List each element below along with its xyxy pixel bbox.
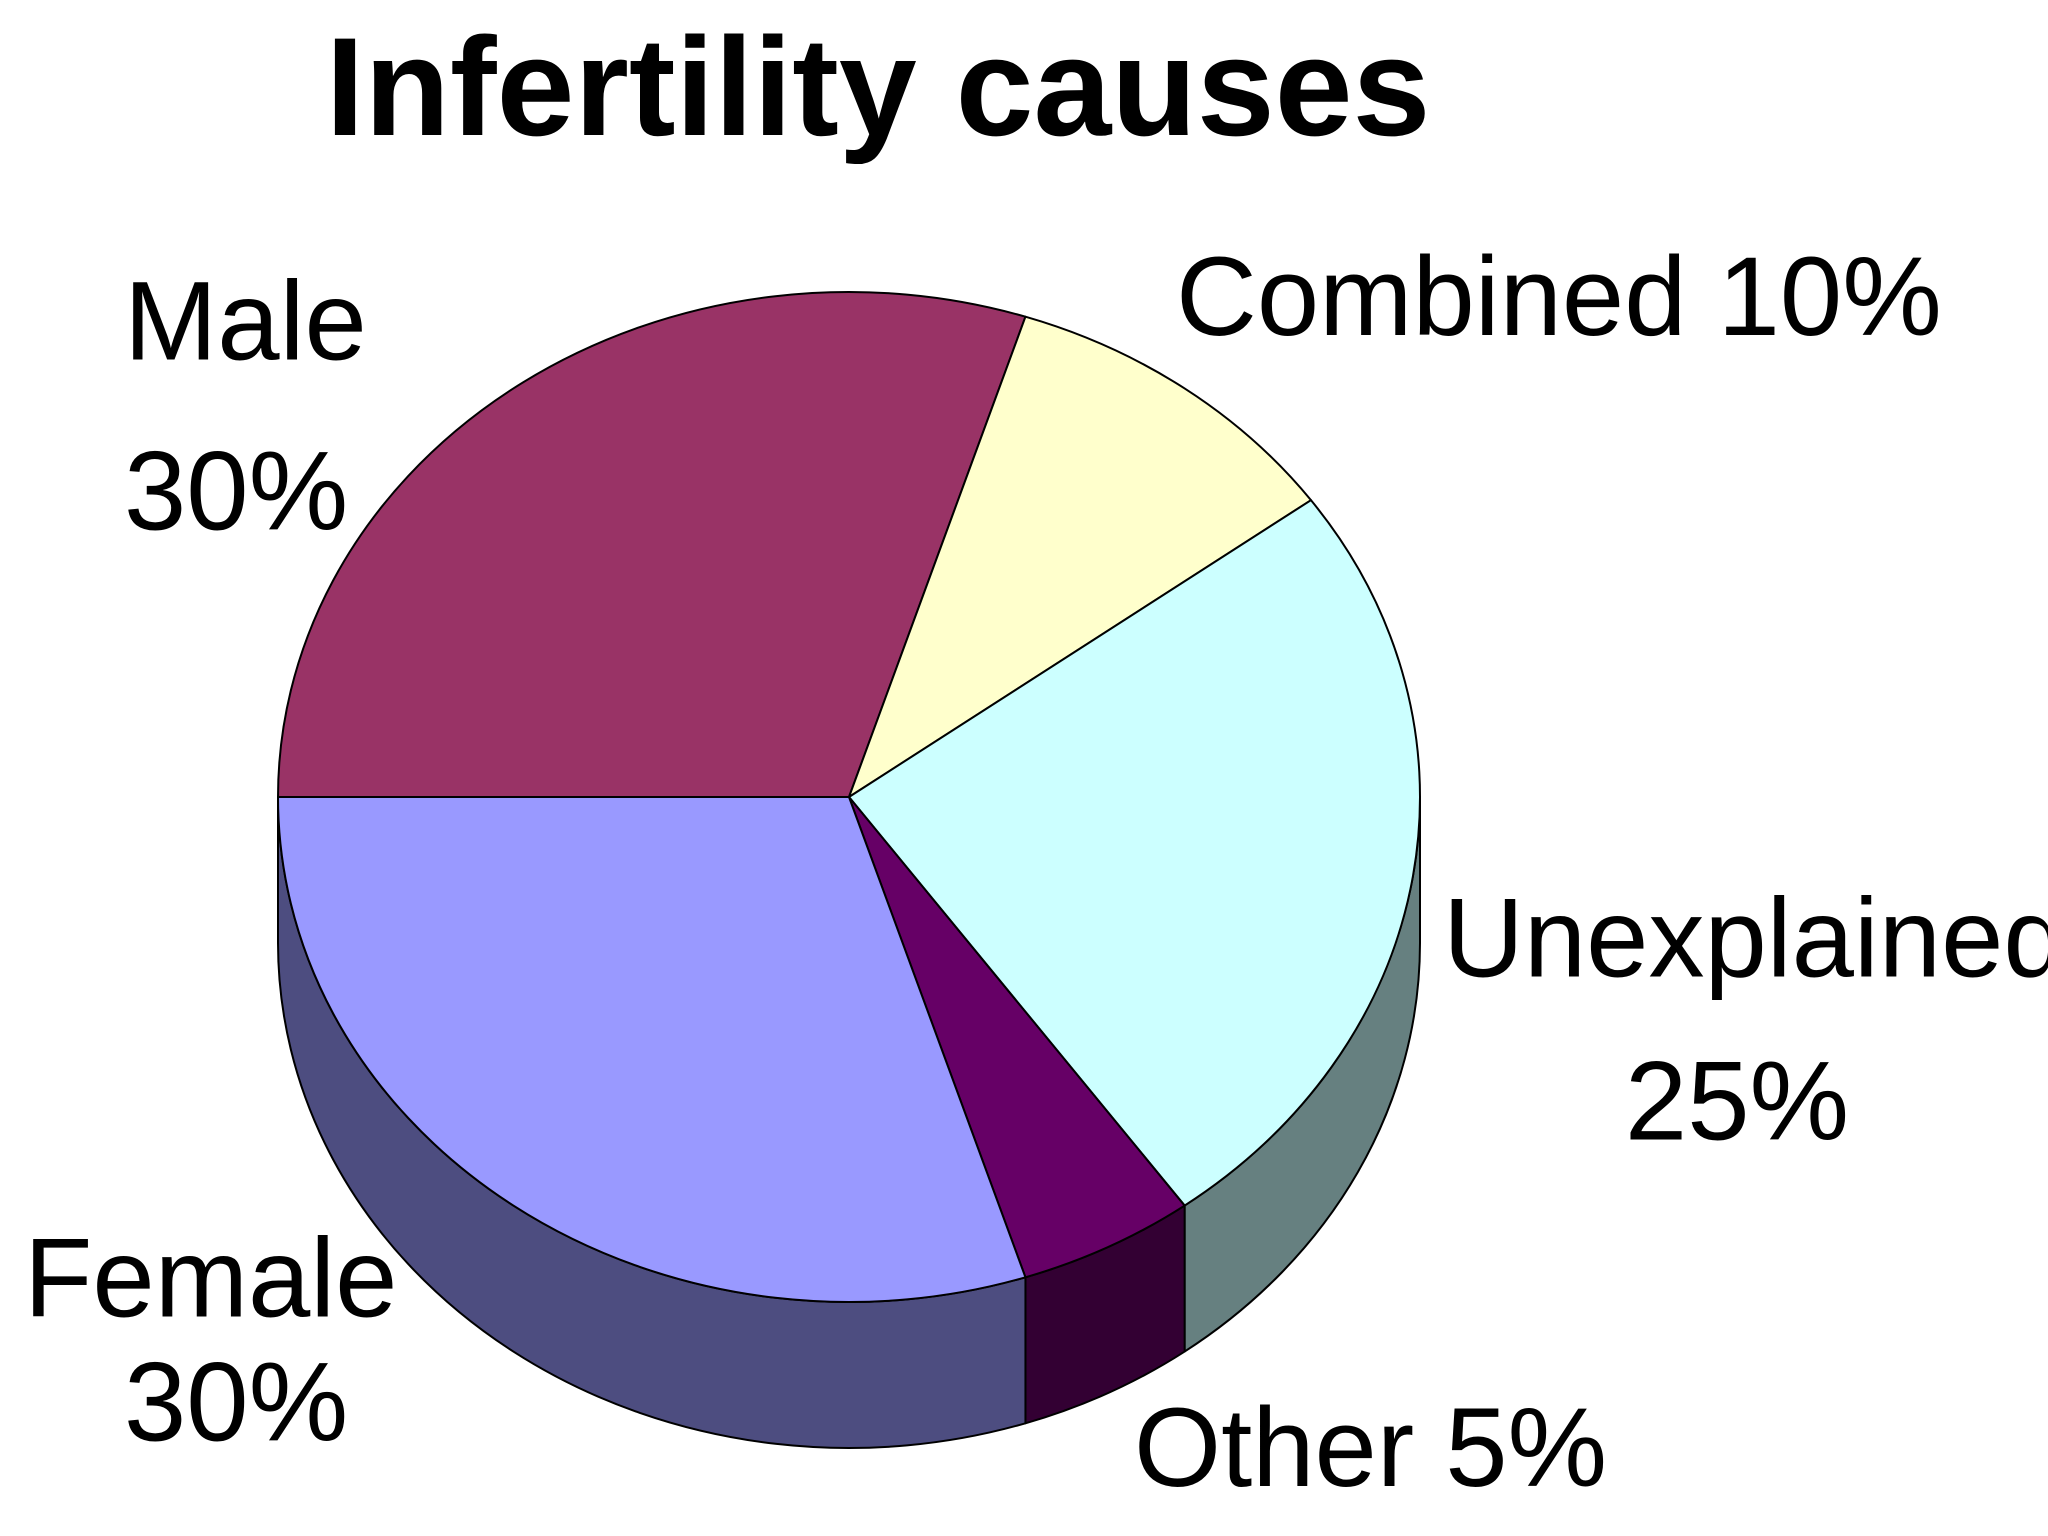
slice [848,315,1312,798]
slice [277,291,1027,798]
chart-title: Infertility causes [326,8,1431,165]
value-label: 5% [1445,1385,1607,1510]
slice-label: Combined 10% [1176,234,1942,359]
label-line: Combined 10% [1176,234,1942,359]
slice-label: Other 5% [1134,1385,1607,1510]
value-label: 10% [1718,234,1942,359]
value-label: 30% [124,1340,348,1465]
slice-label: Unexplained 25% [1443,876,2048,1164]
category-label: Male [124,259,367,384]
category-label: Female [24,1216,397,1341]
label-line: Other 5% [1134,1385,1607,1510]
value-label: 25% [1625,1039,1849,1164]
slice [848,796,1186,1279]
slice [848,499,1421,1207]
category-label: Combined [1176,234,1687,359]
category-label: Other [1134,1385,1414,1510]
slice [277,796,1027,1303]
category-label: Unexplained [1443,876,2048,1001]
value-label: 30% [124,429,348,554]
slice-label: Male 30% [124,259,367,554]
